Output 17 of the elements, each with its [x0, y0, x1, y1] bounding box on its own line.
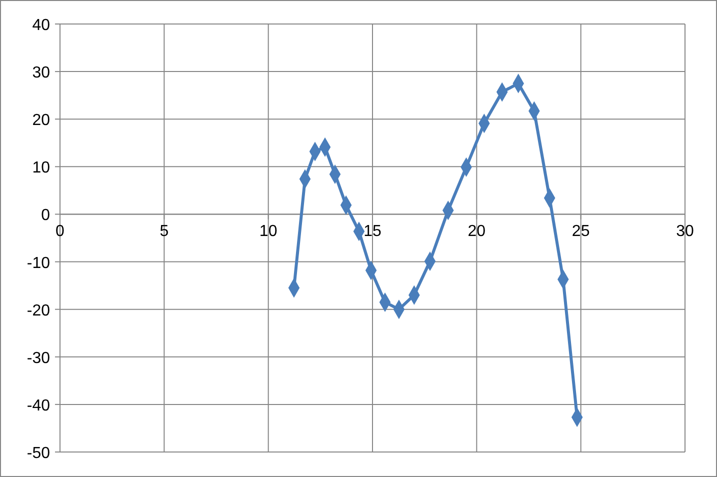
y-tick-label: 20 — [32, 112, 50, 130]
x-tick-label: 20 — [468, 223, 486, 240]
y-tick-label: 30 — [32, 64, 50, 82]
y-tick-label: -30 — [26, 350, 50, 367]
y-tick-label: -40 — [26, 397, 50, 414]
x-tick-label: 25 — [572, 223, 590, 240]
y-tick-label: -50 — [26, 445, 50, 462]
y-tick-label: -10 — [26, 254, 50, 272]
y-tick-label: 40 — [32, 17, 50, 34]
x-tick-label: 15 — [364, 223, 382, 240]
x-tick-label: 10 — [259, 223, 278, 240]
y-tick-label: -20 — [26, 302, 50, 320]
x-tick-label: 30 — [676, 223, 694, 240]
y-tick-label: 0 — [41, 207, 50, 224]
x-tick-label: 5 — [160, 223, 169, 240]
y-tick-label: 10 — [32, 160, 50, 177]
x-tick-label: 0 — [56, 223, 65, 240]
